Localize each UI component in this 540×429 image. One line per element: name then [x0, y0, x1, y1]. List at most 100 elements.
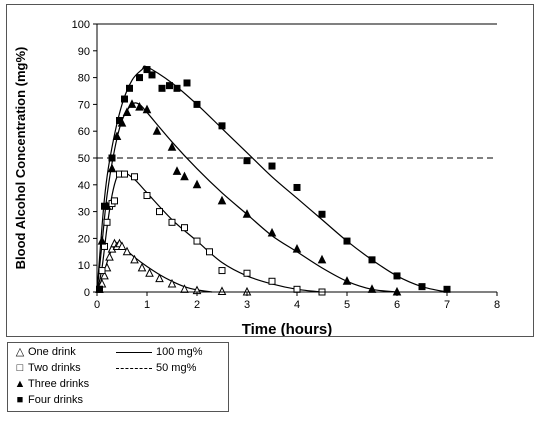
point-one-drink: [117, 241, 127, 250]
point-two-drinks: [121, 170, 128, 178]
point-four-drinks: [143, 66, 151, 74]
point-four-drinks: [173, 84, 181, 92]
point-four-drinks: [148, 71, 156, 79]
point-one-drink: [155, 273, 164, 283]
point-three-drinks: [127, 99, 137, 108]
point-three-drinks: [97, 235, 107, 245]
point-four-drinks: [318, 210, 326, 218]
y-tick-label: 100: [72, 19, 90, 31]
open-square-icon: □: [16, 362, 24, 374]
point-four-drinks: [136, 74, 143, 82]
point-four-drinks: [126, 84, 133, 92]
point-two-drinks: [218, 267, 226, 275]
filled-triangle-icon: ▲: [14, 378, 26, 390]
y-tick-label: 50: [78, 153, 90, 165]
point-three-drinks: [122, 107, 132, 116]
point-two-drinks: [243, 269, 251, 277]
y-tick-label: 90: [78, 46, 90, 58]
point-three-drinks: [172, 166, 182, 175]
point-three-drinks: [217, 195, 227, 205]
point-one-drink: [217, 286, 227, 295]
x-tick-label: 0: [94, 299, 100, 311]
legend-item-three-drinks: ▲ Three drinks: [14, 377, 90, 391]
legend-item-50-line: 50 mg%: [116, 361, 196, 375]
point-four-drinks: [418, 283, 426, 291]
point-two-drinks: [206, 248, 213, 256]
point-one-drink: [137, 262, 147, 272]
point-one-drink: [122, 246, 132, 256]
point-four-drinks: [101, 202, 108, 210]
x-axis-label: Time (hours): [242, 321, 333, 336]
point-four-drinks: [243, 157, 251, 165]
x-tick-label: 6: [394, 299, 400, 311]
point-two-drinks: [156, 208, 163, 216]
legend: △ One drink □ Two drinks ▲ Three drinks ■ Fo…: [7, 342, 229, 412]
chart-frame: Blood Alcohol Concentration (mg%) Time (…: [6, 4, 534, 337]
point-four-drinks: [343, 237, 351, 245]
legend-label: Three drinks: [28, 378, 90, 390]
point-four-drinks: [116, 116, 123, 124]
point-one-drink: [130, 254, 139, 264]
legend-label: One drink: [28, 346, 76, 358]
y-tick-label: 30: [78, 207, 90, 219]
x-tick-label: 1: [144, 299, 150, 311]
series-line-two-drinks: [96, 170, 323, 293]
legend-label: Four drinks: [28, 394, 84, 406]
point-two-drinks: [103, 218, 111, 226]
point-four-drinks: [121, 95, 128, 103]
point-one-drink: [167, 278, 177, 288]
open-triangle-icon: △: [15, 346, 25, 358]
point-three-drinks: [180, 171, 189, 181]
point-two-drinks: [193, 237, 201, 245]
point-three-drinks: [267, 227, 277, 237]
solid-line-icon: [116, 351, 152, 353]
point-two-drinks: [168, 218, 176, 226]
point-four-drinks: [108, 154, 116, 162]
point-two-drinks: [268, 277, 276, 285]
plot-area: Blood Alcohol Concentration (mg%) Time (…: [13, 19, 500, 336]
filled-square-icon: ■: [16, 394, 24, 406]
point-two-drinks: [98, 267, 106, 275]
point-four-drinks: [293, 183, 301, 191]
y-tick-label: 20: [78, 233, 90, 245]
point-one-drink: [105, 252, 114, 261]
point-three-drinks: [135, 101, 144, 111]
point-two-drinks: [143, 192, 151, 200]
x-tick-label: 7: [444, 299, 450, 311]
point-three-drinks: [317, 254, 327, 264]
point-four-drinks: [193, 100, 201, 108]
point-four-drinks: [393, 272, 401, 280]
point-four-drinks: [368, 256, 376, 264]
point-four-drinks: [183, 79, 191, 87]
legend-item-two-drinks: □ Two drinks: [14, 361, 81, 375]
point-three-drinks: [292, 244, 302, 253]
point-three-drinks: [242, 209, 252, 218]
point-three-drinks: [192, 179, 202, 189]
y-tick-label: 0: [84, 287, 90, 299]
legend-item-one-drink: △ One drink: [14, 345, 76, 359]
y-tick-label: 10: [78, 260, 90, 272]
point-four-drinks: [443, 285, 451, 293]
point-two-drinks: [131, 173, 138, 181]
legend-item-four-drinks: ■ Four drinks: [14, 393, 83, 407]
legend-label: 100 mg%: [156, 346, 203, 358]
x-tick-label: 3: [244, 299, 250, 311]
series-line-three-drinks: [96, 102, 398, 293]
point-three-drinks: [342, 276, 352, 285]
x-tick-label: 2: [194, 299, 200, 311]
point-two-drinks: [111, 197, 118, 205]
series-line-four-drinks: [96, 65, 448, 293]
y-tick-label: 60: [78, 126, 90, 138]
point-one-drink: [145, 268, 154, 277]
x-tick-label: 8: [494, 299, 500, 311]
point-two-drinks: [181, 224, 188, 232]
point-four-drinks: [166, 82, 173, 90]
point-four-drinks: [158, 84, 166, 92]
legend-item-100-line: 100 mg%: [116, 345, 202, 359]
point-four-drinks: [218, 122, 226, 130]
point-four-drinks: [268, 162, 276, 170]
point-three-drinks: [167, 142, 177, 151]
point-three-drinks: [112, 131, 122, 141]
point-two-drinks: [293, 285, 301, 293]
point-three-drinks: [152, 126, 162, 135]
